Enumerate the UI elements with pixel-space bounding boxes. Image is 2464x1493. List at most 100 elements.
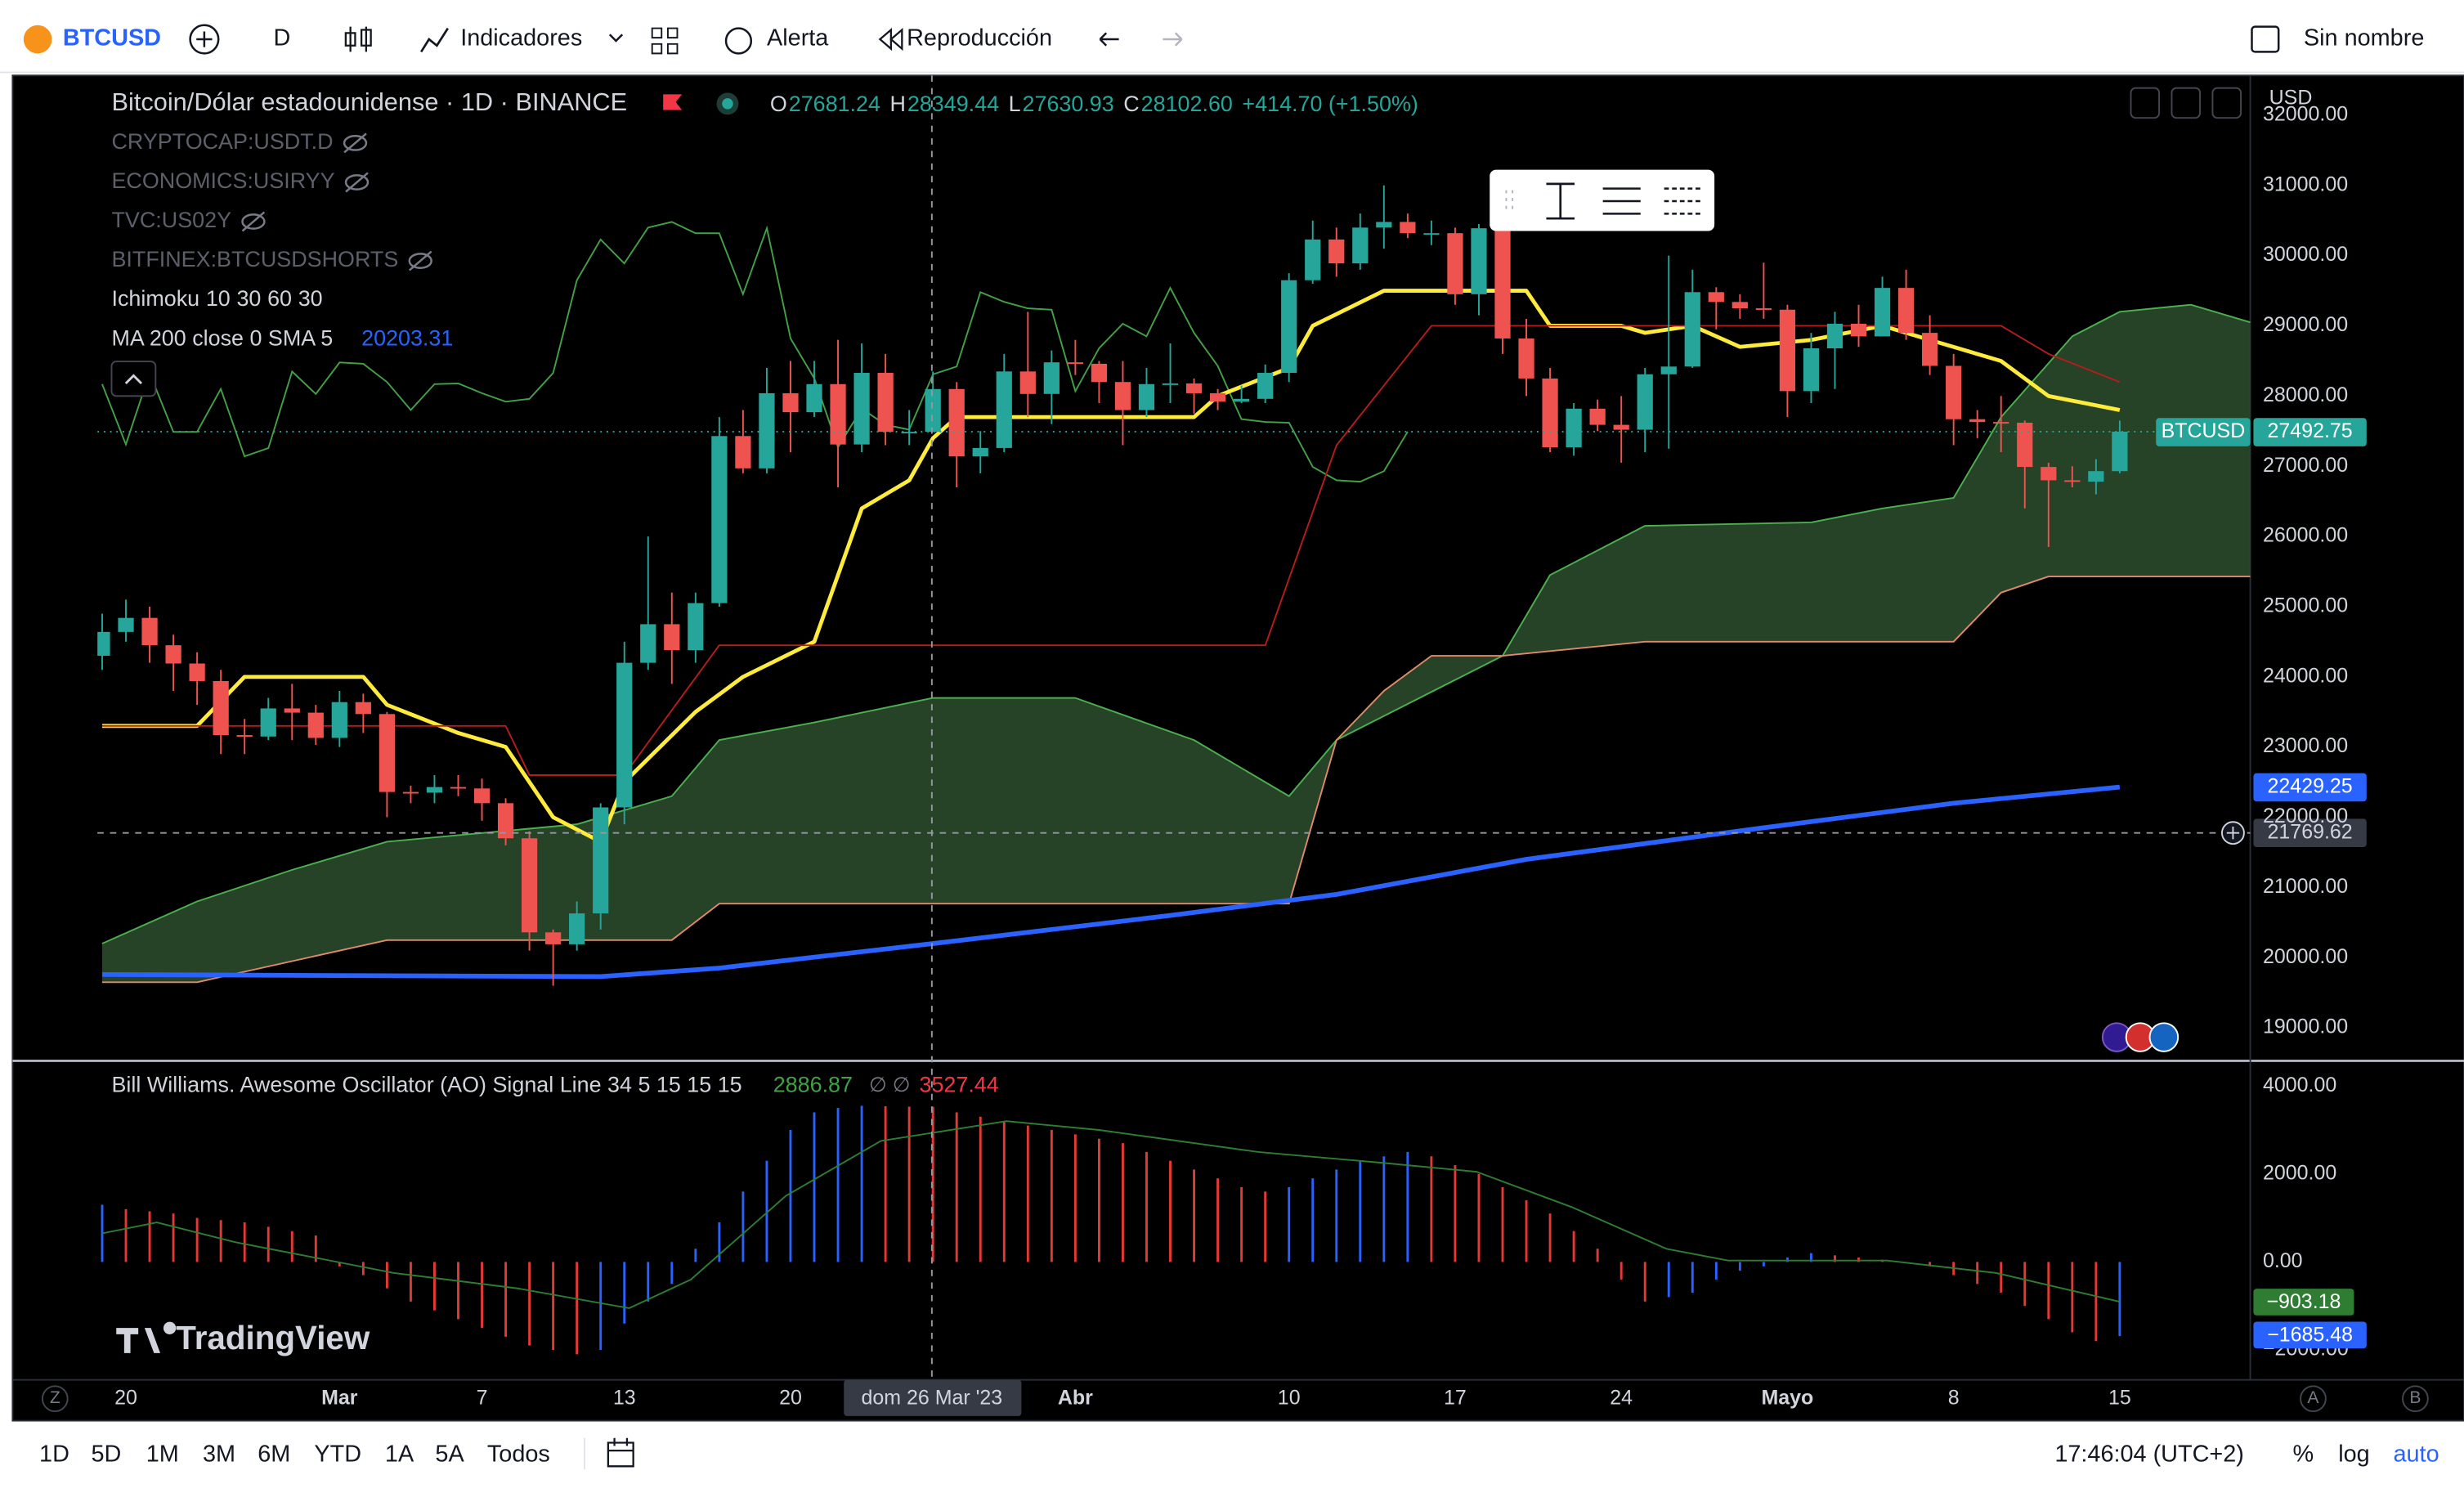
candle-body [1305, 239, 1321, 280]
range-tool[interactable] [1546, 182, 1575, 220]
goto-date[interactable] [607, 1437, 634, 1468]
ohlc-key: O [770, 92, 787, 116]
last-price-tag [2253, 418, 2367, 446]
flag-icon[interactable] [663, 94, 683, 110]
candle-body [1352, 227, 1369, 264]
ao-bar [2047, 1262, 2050, 1320]
ohlc-key: H [890, 92, 906, 116]
percent-toggle[interactable]: % [2292, 1441, 2314, 1467]
pane-collapse[interactable] [2171, 87, 2202, 119]
alert-button[interactable]: Alerta [767, 25, 829, 52]
candle-body [497, 803, 514, 839]
range-button[interactable]: 5D [91, 1441, 121, 1467]
ma-tag [2253, 773, 2367, 802]
candle-body [521, 838, 538, 933]
hidden-symbol[interactable]: CRYPTOCAP:USDT.D [111, 129, 333, 154]
candle-body [1589, 408, 1606, 425]
ao-legend[interactable]: Bill Williams. Awesome Oscillator (AO) S… [111, 1072, 741, 1096]
hidden-symbol[interactable]: TVC:US02Y [111, 208, 231, 232]
candle-body [2017, 422, 2033, 468]
ao-bar [789, 1129, 792, 1262]
collapse-legend[interactable] [110, 361, 157, 397]
replay-button[interactable]: Reproducción [907, 25, 1052, 52]
range-button[interactable]: 6M [258, 1441, 290, 1467]
range-button[interactable]: YTD [314, 1441, 361, 1467]
range-button[interactable]: 1A [385, 1441, 414, 1467]
layout-name[interactable]: Sin nombre [2304, 25, 2424, 52]
event-icon[interactable] [2148, 1022, 2180, 1052]
candle-body [473, 788, 491, 804]
candle-body [1281, 280, 1297, 374]
range-button[interactable]: 3M [203, 1441, 235, 1467]
ao-bar [1240, 1186, 1243, 1262]
ao-bar [884, 1105, 887, 1262]
candle-body [877, 373, 894, 433]
y-tick-label: 23000.00 [2263, 734, 2348, 757]
candle-body [1874, 288, 1891, 337]
chart-type-icon[interactable] [344, 26, 372, 52]
candle-body [1400, 222, 1416, 234]
candle-body [1755, 308, 1772, 310]
range-button[interactable]: 1D [39, 1441, 69, 1467]
log-toggle[interactable]: log [2338, 1441, 2369, 1467]
scale-z[interactable]: Z [50, 1388, 60, 1407]
pane-down[interactable] [2130, 87, 2161, 119]
scale-a[interactable]: A [2307, 1388, 2319, 1407]
ao-bar [1406, 1151, 1409, 1262]
redo[interactable] [1163, 32, 1183, 47]
range-button[interactable]: 1M [146, 1441, 179, 1467]
candle-body [1897, 288, 1915, 334]
time-axis: 20 Mar 7 13 20 Abr 10 17 24 Mayo 8 15 [114, 1386, 2131, 1409]
clock[interactable]: 17:46:04 (UTC+2) [2054, 1441, 2244, 1467]
ma-legend[interactable]: MA 200 close 0 SMA 5 [111, 325, 333, 350]
drag-handle[interactable] [1505, 190, 1514, 209]
ao-bar [1620, 1262, 1623, 1280]
auto-toggle[interactable]: auto [2394, 1441, 2439, 1467]
scale-b[interactable]: B [2409, 1388, 2421, 1407]
indicators-button[interactable]: Indicadores [460, 25, 582, 52]
pitch-tool[interactable] [1664, 187, 1702, 215]
hidden-symbol[interactable]: ECONOMICS:USIRYY [111, 168, 334, 193]
fib-tool[interactable] [1602, 187, 1641, 215]
signal-last: −903.18 [2266, 1290, 2341, 1313]
candle-body [711, 436, 728, 603]
ohlc-value: 28349.44 [907, 92, 999, 116]
ma-last: 22429.25 [2268, 775, 2353, 798]
ichimoku-legend[interactable]: Ichimoku 10 30 60 30 [111, 286, 322, 311]
ao-bar [1501, 1186, 1504, 1262]
candle-body [1542, 378, 1558, 448]
candle-body [996, 371, 1012, 448]
eye-off-icon [241, 213, 266, 230]
candle-body [1732, 302, 1748, 309]
eye-slash [241, 211, 266, 232]
hidden-symbol[interactable]: BITFINEX:BTCUSDSHORTS [111, 247, 398, 271]
range-button[interactable]: 5A [435, 1441, 464, 1467]
bottom-bar [0, 1422, 2464, 1493]
ao-bar [907, 1106, 911, 1262]
candle-body [355, 702, 371, 715]
chevron[interactable] [608, 34, 624, 43]
ao-bar [2094, 1262, 2098, 1342]
ao-bar [1216, 1178, 1220, 1262]
ao-bar [1050, 1129, 1053, 1262]
interval[interactable]: D [273, 25, 290, 52]
candle-body [1660, 366, 1677, 374]
add-symbol[interactable] [189, 24, 220, 55]
scale-button[interactable] [2402, 1385, 2429, 1413]
scale-button[interactable] [2300, 1385, 2327, 1413]
y-tick-label: 19000.00 [2263, 1016, 2348, 1038]
templates-icon[interactable] [651, 27, 679, 55]
ao-bar [1145, 1151, 1148, 1262]
y-tick-label: 28000.00 [2263, 383, 2348, 406]
symbol[interactable]: BTCUSD [63, 25, 161, 52]
ao-bar [576, 1262, 579, 1355]
ohlc-value: 27681.24 [789, 92, 880, 116]
eye-slash [408, 250, 432, 271]
range-button[interactable]: Todos [487, 1441, 550, 1467]
scale-button[interactable] [41, 1385, 69, 1413]
currency[interactable]: USD [2269, 87, 2313, 110]
ao-bar [931, 1106, 934, 1262]
pane-maximize[interactable] [2211, 87, 2242, 119]
undo[interactable] [1099, 32, 1119, 47]
eye-off-icon [408, 253, 432, 269]
